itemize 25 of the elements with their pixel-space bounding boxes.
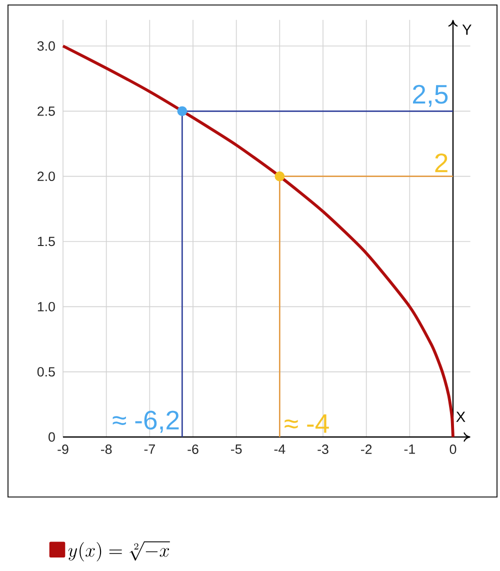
x-tick-label: -2: [360, 444, 372, 454]
x-tick-label: -3: [318, 444, 328, 454]
y-tick-label: 2.5: [38, 106, 55, 116]
y-axis-title: Y: [462, 24, 472, 35]
y-tick-label: 1.0: [38, 302, 55, 312]
y-tick-label: 2.0: [38, 172, 55, 182]
line-series: [62, 44, 454, 438]
legend-label: $y(x) = \sqrt[2]{-x}$: [68, 541, 170, 562]
x-axis-title: X: [456, 412, 466, 422]
y-tick-label: 0.5: [37, 367, 55, 377]
annotation: ≈ -4: [284, 414, 329, 433]
x-tick-label: 0: [450, 444, 456, 454]
x-tick-label: -8: [100, 444, 112, 454]
y-tick-label: 3.0: [37, 41, 55, 51]
x-tick-label: -4: [274, 444, 286, 454]
x-tick-label: -1: [404, 444, 415, 454]
x-tick-label: -6: [188, 444, 198, 454]
y-tick-label: 1.5: [38, 236, 55, 246]
x-tick-label: -5: [230, 444, 242, 454]
x-tick-label: -7: [144, 444, 155, 454]
x-tick-label: -9: [58, 444, 68, 454]
y-tick-label: 0: [48, 432, 55, 442]
annotation: ≈ -6,2: [112, 410, 179, 433]
annotation: 2,5: [413, 84, 448, 107]
annotation: 2: [435, 153, 448, 172]
